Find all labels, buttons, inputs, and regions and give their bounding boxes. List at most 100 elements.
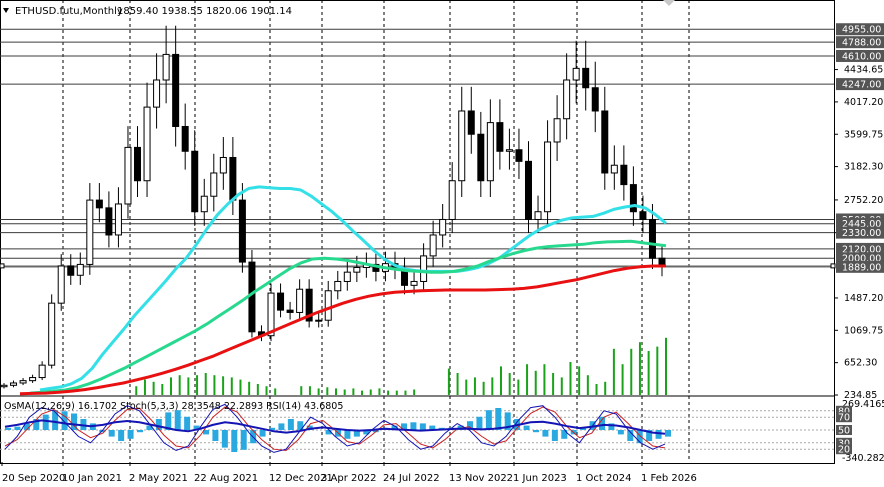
volume-bar <box>196 375 199 395</box>
volume-bar <box>638 342 641 395</box>
stoch-signal-line <box>4 406 666 452</box>
candles <box>0 25 666 389</box>
candle-bull <box>38 364 46 379</box>
level-label: 2000.00 <box>842 254 881 265</box>
time-tick-label: 3 Apr 2022 <box>321 473 376 484</box>
candle-bull <box>439 218 447 236</box>
osma-bar <box>137 430 143 433</box>
candle-bear <box>496 122 504 152</box>
osma-bar <box>146 425 153 430</box>
osma-bar <box>401 423 407 430</box>
candle-bull <box>114 203 122 236</box>
oscillator-level-box <box>836 437 852 448</box>
level-label: 2330.00 <box>842 228 881 239</box>
osma-bar <box>174 410 181 430</box>
osma-bar <box>203 430 209 435</box>
volume-bar <box>665 337 667 395</box>
candle-bull <box>210 172 218 197</box>
volume-bar <box>239 379 242 395</box>
candle-bull <box>124 146 132 205</box>
osma-bar <box>542 430 549 437</box>
candle-bear <box>181 125 189 152</box>
collapse-triangle-icon[interactable] <box>3 8 9 13</box>
volume-bar <box>152 381 155 395</box>
osma-bar <box>259 430 266 437</box>
time-tick-label: 20 Sep 2020 <box>2 473 65 484</box>
symbol-label: ETHUSD.futu,Monthly <box>15 6 123 17</box>
candle-bull <box>429 234 437 257</box>
volume-bar <box>552 373 555 395</box>
candle-bull <box>563 79 571 120</box>
candle-bull <box>334 280 342 292</box>
volume-bar <box>352 388 355 395</box>
candle-bull <box>0 384 8 388</box>
oscillator-axis-label: 269.4165 <box>842 399 884 410</box>
oscillator-level-label: 50 <box>838 426 850 437</box>
osma-bar <box>561 430 568 439</box>
osma-bar <box>231 430 238 452</box>
oscillator-label: OsMA(12,26,9) 16.1702 Stoch(5,3,3) 28.35… <box>4 401 343 412</box>
candle-bull <box>572 67 580 81</box>
price-tick-label: 1069.75 <box>844 325 883 336</box>
osma-bar <box>391 425 398 430</box>
level-label: 4610.00 <box>842 51 881 62</box>
osma-bar <box>655 430 662 439</box>
volume-bar <box>230 377 233 395</box>
volume-bar <box>387 390 390 395</box>
level-label: 1889.00 <box>842 262 881 273</box>
moving-averages <box>19 185 667 396</box>
candle-bull <box>29 377 37 382</box>
osma-bar <box>353 430 360 437</box>
level-label: 4955.00 <box>842 25 881 36</box>
candle-bear <box>95 199 103 209</box>
candle-bear <box>477 133 485 182</box>
level-label-box <box>836 242 884 255</box>
candle-bull <box>219 156 227 174</box>
level-label-box <box>836 49 884 62</box>
volume-bar <box>473 377 476 395</box>
ma-mid-line <box>29 239 667 395</box>
last-price-handle <box>0 263 5 269</box>
grid <box>0 0 835 464</box>
osma-bar <box>533 430 539 433</box>
volume-bar <box>604 381 607 395</box>
rsi-line <box>4 419 666 435</box>
candle-bear <box>648 218 656 259</box>
candle-bear <box>105 207 113 236</box>
osma-bar <box>523 425 530 430</box>
candle-bull <box>200 195 208 213</box>
osma-bar <box>325 430 332 435</box>
volume-bar <box>187 377 190 395</box>
candle-bull <box>48 302 56 366</box>
candle-bull <box>458 110 466 182</box>
osma-bar <box>184 416 191 430</box>
volume-bar <box>161 384 164 395</box>
horizontal-levels <box>0 28 836 269</box>
osma-bar <box>287 419 294 430</box>
volume-bar <box>482 381 485 395</box>
time-tick-label: 22 Aug 2021 <box>194 473 258 484</box>
osma-bar <box>14 426 21 430</box>
volume-bar <box>404 390 407 395</box>
candle-bear <box>67 265 75 276</box>
level-label: 4788.00 <box>842 38 881 49</box>
shift-marker-icon[interactable] <box>663 0 675 6</box>
level-label-box <box>836 36 884 49</box>
level-label: 2445.00 <box>842 219 881 230</box>
candle-bull <box>505 149 513 152</box>
osma-bar <box>646 430 653 441</box>
candle-bull <box>162 53 170 81</box>
time-tick-label: 1 Feb 2026 <box>641 473 697 484</box>
candle-bull <box>553 118 561 143</box>
osma-bar <box>221 430 228 448</box>
volume-bar <box>335 388 337 395</box>
volume-bar <box>612 348 615 395</box>
candle-bear <box>515 149 523 162</box>
volume-bar <box>378 388 381 395</box>
osma-bar <box>344 430 351 439</box>
volume-bar <box>274 388 277 395</box>
stoch-main-line <box>4 403 666 453</box>
candle-bear <box>629 184 637 213</box>
